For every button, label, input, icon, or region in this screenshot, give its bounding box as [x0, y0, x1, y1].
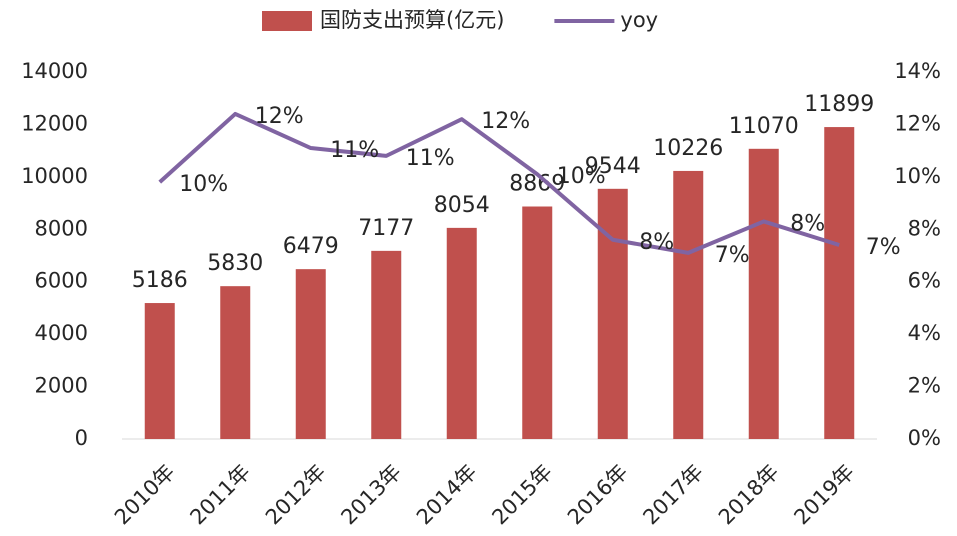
x-tick-label: 2012年 [261, 460, 331, 530]
bar [295, 269, 326, 439]
bar [748, 148, 779, 439]
x-tick-label: 2017年 [638, 460, 708, 530]
bar [144, 303, 175, 439]
y2-tick-label: 10% [894, 164, 941, 188]
legend-swatch [262, 11, 312, 31]
bar-value-label: 5830 [207, 251, 263, 276]
line-value-label: 8% [639, 230, 674, 255]
line-value-label: 8% [790, 211, 825, 236]
y-tick-label: 10000 [21, 164, 88, 188]
x-tick-label: 2018年 [714, 460, 784, 530]
line-value-label: 10% [179, 172, 228, 197]
bar-value-label: 10226 [653, 136, 723, 161]
bar-value-label: 11899 [804, 92, 874, 117]
x-tick-label: 2010年 [110, 460, 180, 530]
x-tick-label: 2016年 [563, 460, 633, 530]
legend-label: 国防支出预算(亿元) [320, 8, 504, 32]
y-tick-label: 8000 [35, 216, 88, 240]
bar-value-label: 9544 [585, 154, 641, 179]
y-tick-label: 0 [75, 426, 88, 450]
y2-tick-label: 0% [908, 426, 941, 450]
line-value-label: 12% [481, 109, 530, 134]
bar-value-label: 7177 [358, 216, 414, 241]
line [158, 111, 840, 255]
line-value-label: 7% [715, 243, 750, 268]
y2-tick-label: 14% [894, 59, 941, 83]
y2-tick-label: 2% [908, 374, 941, 398]
bar [522, 206, 553, 439]
y2-tick-label: 4% [908, 321, 941, 345]
x-tick-label: 2013年 [336, 460, 406, 530]
x-tick-label: 2014年 [412, 460, 482, 530]
bar-value-label: 11070 [729, 114, 799, 139]
y2-tick-label: 12% [894, 111, 941, 135]
bar [824, 127, 855, 439]
y2-tick-label: 8% [908, 216, 941, 240]
y-tick-label: 14000 [21, 59, 88, 83]
line-value-label: 11% [406, 146, 455, 171]
bar [597, 188, 628, 439]
line-value-label: 11% [330, 138, 379, 163]
bar-value-label: 5186 [132, 268, 188, 293]
line-value-label: 12% [255, 104, 304, 129]
bar-value-label: 8054 [434, 193, 490, 218]
bar [371, 250, 402, 439]
line-value-label: 10% [557, 164, 606, 189]
y-tick-label: 12000 [21, 111, 88, 135]
bar [220, 286, 251, 439]
line-value-label: 7% [866, 235, 901, 260]
bar [673, 170, 704, 439]
legend-label: yoy [620, 8, 658, 32]
x-tick-label: 2019年 [789, 460, 859, 530]
y2-tick-label: 6% [908, 269, 941, 293]
y-tick-label: 4000 [35, 321, 88, 345]
bar [446, 227, 477, 439]
x-tick-label: 2015年 [487, 460, 557, 530]
bar-value-label: 6479 [283, 234, 339, 259]
y-tick-label: 6000 [35, 269, 88, 293]
x-tick-label: 2011年 [185, 460, 255, 530]
y-tick-label: 2000 [35, 374, 88, 398]
